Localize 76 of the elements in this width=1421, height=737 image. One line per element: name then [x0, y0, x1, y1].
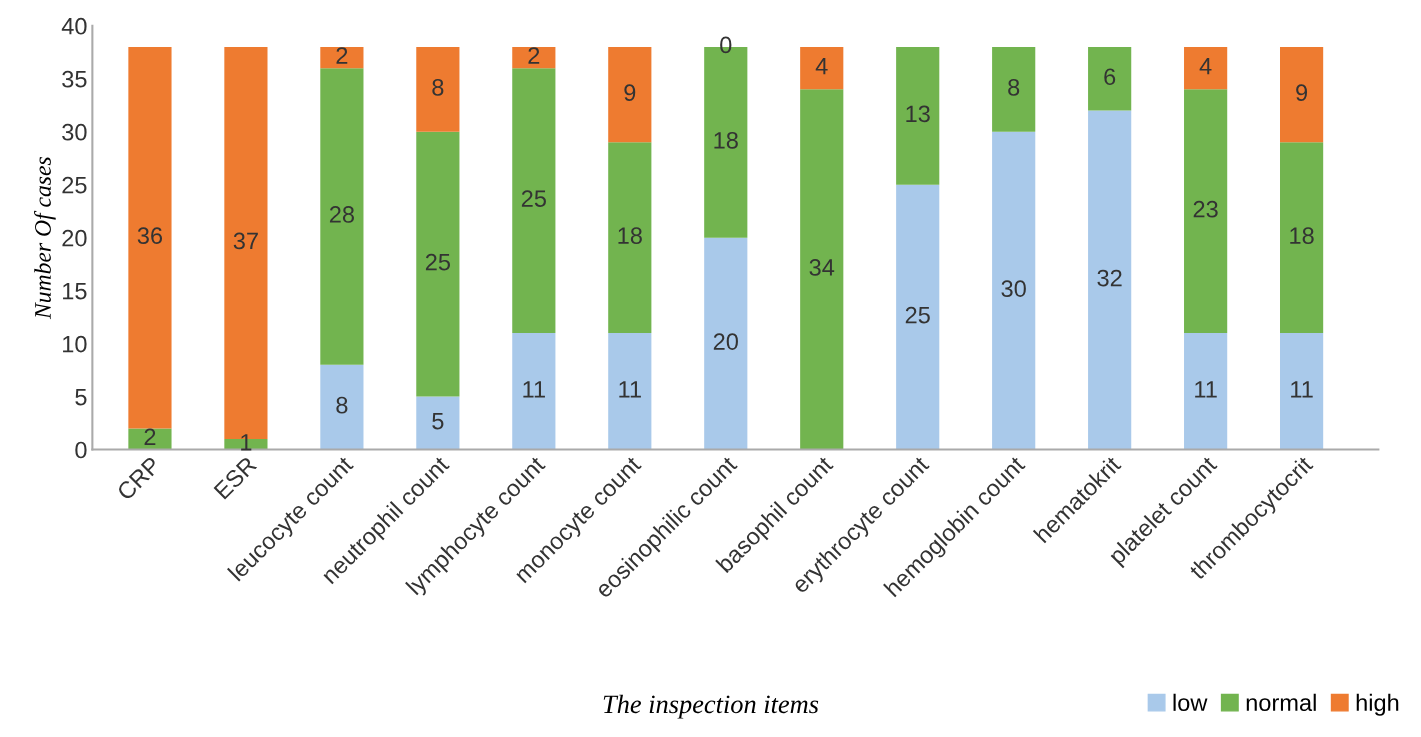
y-axis-title: Number Of cases [34, 157, 56, 320]
data-label: 4 [1199, 58, 1212, 75]
data-label: 9 [624, 84, 636, 101]
bar [992, 46, 1036, 132]
data-label: 32 [1097, 269, 1122, 287]
bar [320, 364, 364, 450]
y-tick-label: 10 [63, 335, 87, 353]
x-tick-label: CRP [115, 455, 162, 502]
bar [608, 46, 652, 143]
bar [1088, 110, 1132, 450]
data-label: 34 [809, 259, 835, 276]
legend-label: low [1173, 693, 1208, 712]
data-label: 28 [329, 206, 354, 223]
data-label: 2 [336, 47, 348, 64]
data-label: 18 [618, 227, 642, 245]
data-label: 6 [1104, 68, 1116, 86]
data-label: 4 [815, 58, 828, 75]
y-tick-label: 20 [62, 229, 87, 247]
data-label: 1 [241, 434, 252, 451]
bar [800, 46, 844, 90]
bar [1280, 333, 1324, 450]
bar [992, 131, 1036, 450]
bar [512, 46, 556, 69]
data-label: 25 [905, 306, 930, 324]
data-label: 11 [619, 381, 641, 398]
data-label: 11 [1195, 381, 1217, 398]
bar [608, 142, 652, 334]
data-label: 30 [1001, 280, 1026, 297]
bar [320, 46, 364, 69]
bar [1184, 46, 1228, 90]
x-axis-title: The inspection items [603, 694, 819, 719]
data-label: 9 [1296, 84, 1308, 101]
data-label: 13 [906, 105, 930, 123]
data-label: 11 [523, 381, 545, 398]
bar [704, 237, 748, 450]
data-label: 2 [144, 428, 156, 446]
y-tick-label: 15 [63, 282, 87, 300]
y-tick-label: 40 [61, 17, 87, 35]
data-label: 11 [1291, 381, 1313, 398]
y-tick-label: 30 [62, 123, 87, 141]
bar [896, 46, 940, 185]
bar [128, 46, 172, 429]
bar [320, 68, 364, 365]
data-label: 25 [425, 253, 450, 271]
y-tick-label: 0 [75, 441, 87, 459]
data-label: 25 [521, 190, 546, 207]
y-tick-label: 5 [75, 388, 87, 406]
data-label: 18 [714, 131, 738, 149]
bar [416, 46, 460, 132]
bar [416, 396, 460, 450]
data-label: 8 [432, 78, 444, 96]
data-label: 8 [1008, 78, 1020, 96]
bar [416, 131, 460, 397]
legend-label: normal [1246, 693, 1316, 712]
data-label: 23 [1193, 200, 1218, 218]
data-label: 2 [528, 47, 540, 64]
data-label: 36 [137, 227, 163, 245]
data-label: 37 [233, 232, 258, 250]
bar [1184, 89, 1228, 334]
legend-label: high [1356, 693, 1399, 716]
data-label: 8 [336, 396, 348, 414]
data-label: 20 [713, 333, 738, 350]
bar [1088, 46, 1132, 111]
bar [1280, 46, 1324, 143]
bar [608, 333, 652, 450]
data-label: 5 [432, 412, 444, 430]
bar [128, 428, 172, 450]
y-tick-label: 25 [62, 176, 87, 194]
bar [896, 184, 940, 450]
bar [512, 68, 556, 334]
bar [800, 89, 844, 450]
data-label: 18 [1290, 227, 1314, 245]
y-tick-label: 35 [62, 70, 87, 88]
bar [512, 333, 556, 450]
bar [1280, 142, 1324, 334]
bar [1184, 333, 1228, 450]
